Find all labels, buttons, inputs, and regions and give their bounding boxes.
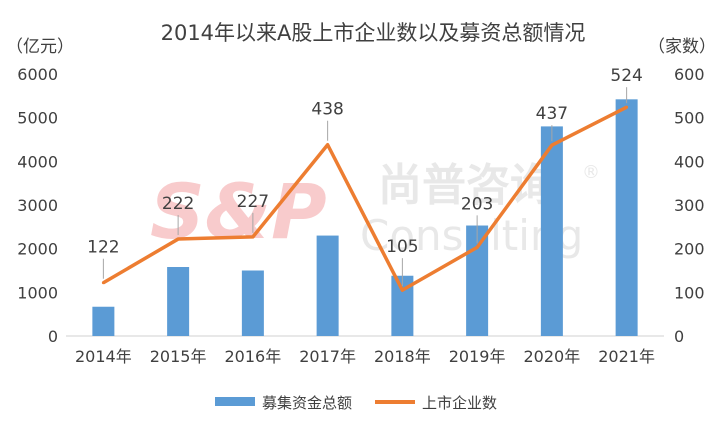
bar bbox=[615, 99, 638, 337]
chart-title: 2014年以来A股上市企业数以及募资总额情况 bbox=[161, 21, 586, 45]
line-point bbox=[326, 143, 330, 147]
right-axis-tick-label: 0 bbox=[674, 327, 684, 346]
x-axis-tick-label: 2020年 bbox=[524, 347, 581, 366]
line-data-label: 105 bbox=[386, 237, 418, 257]
line-point bbox=[176, 237, 180, 241]
watermark-cn-text: 尚普咨询 bbox=[378, 160, 554, 211]
line-point bbox=[625, 105, 629, 109]
bar-series bbox=[92, 99, 638, 337]
left-axis-tick-label: 2000 bbox=[17, 240, 58, 259]
right-axis-tick-label: 400 bbox=[674, 152, 705, 171]
line-data-label: 437 bbox=[536, 104, 568, 124]
line-data-label: 524 bbox=[610, 66, 642, 86]
x-axis-tick-label: 2018年 bbox=[374, 347, 431, 366]
left-axis-tick-label: 6000 bbox=[17, 65, 58, 84]
legend-label-line: 上市企业数 bbox=[422, 394, 497, 412]
left-axis-unit: （亿元） bbox=[6, 37, 74, 57]
x-axis-tick-label: 2019年 bbox=[449, 347, 506, 366]
line-point bbox=[400, 288, 404, 292]
bar bbox=[540, 126, 563, 337]
bar bbox=[167, 267, 190, 336]
right-axis-tick-label: 600 bbox=[674, 65, 705, 84]
line-point bbox=[550, 143, 554, 147]
left-axis-tick-label: 3000 bbox=[17, 196, 58, 215]
bar bbox=[241, 270, 264, 336]
bar bbox=[391, 275, 414, 336]
line-data-label: 122 bbox=[87, 238, 119, 258]
line-point bbox=[475, 245, 479, 249]
left-axis-tick-label: 0 bbox=[48, 327, 58, 346]
x-axis-tick-label: 2016年 bbox=[225, 347, 282, 366]
legend: 募集资金总额 上市企业数 bbox=[215, 394, 497, 412]
line-data-label: 227 bbox=[237, 192, 269, 212]
left-axis-tick-label: 5000 bbox=[17, 109, 58, 128]
legend-swatch-bar bbox=[215, 397, 255, 406]
bar bbox=[316, 235, 339, 336]
bar bbox=[466, 225, 489, 336]
line-point bbox=[101, 281, 105, 285]
left-axis-tick-label: 1000 bbox=[17, 283, 58, 302]
line-data-label: 203 bbox=[461, 194, 493, 214]
data-labels: 122 222 227 438 105 203 437 524 bbox=[87, 66, 643, 287]
line-data-label: 438 bbox=[311, 100, 343, 120]
axes: 0 1000 2000 3000 4000 5000 6000 0 100 200 300 400 50… bbox=[17, 65, 704, 366]
x-axis-tick-label: 2014年 bbox=[75, 347, 132, 366]
x-axis-tick-label: 2017年 bbox=[299, 347, 356, 366]
line-point bbox=[251, 235, 255, 239]
watermark-registered-mark: ® bbox=[582, 162, 600, 183]
bar bbox=[92, 306, 115, 336]
right-axis-tick-label: 200 bbox=[674, 240, 705, 259]
legend-label-bar: 募集资金总额 bbox=[262, 394, 352, 412]
right-axis-unit: （家数） bbox=[648, 37, 716, 57]
line-series bbox=[101, 105, 629, 292]
right-axis-tick-label: 100 bbox=[674, 283, 705, 302]
left-axis-tick-label: 4000 bbox=[17, 152, 58, 171]
line-path bbox=[102, 105, 628, 292]
line-data-label: 222 bbox=[162, 194, 194, 214]
right-axis-tick-label: 500 bbox=[674, 109, 705, 128]
right-axis-tick-label: 300 bbox=[674, 196, 705, 215]
x-axis-tick-label: 2015年 bbox=[150, 347, 207, 366]
x-axis-tick-label: 2021年 bbox=[598, 347, 655, 366]
